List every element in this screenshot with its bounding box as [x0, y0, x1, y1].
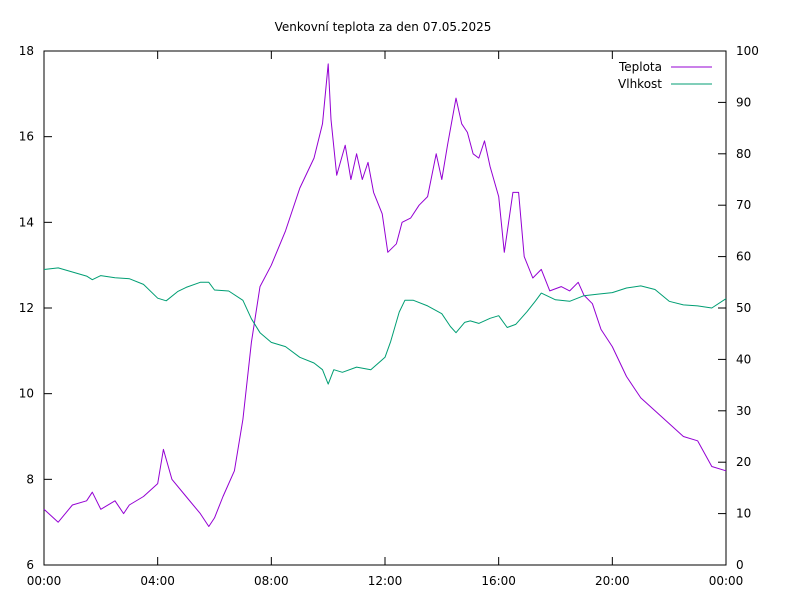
right-tick-label: 30	[736, 404, 751, 418]
right-y-axis: 0 10 20 30 40 50 60 70 80 90 100	[718, 44, 759, 572]
series-line-vlhkost	[43, 267, 727, 385]
plot-frame	[43, 50, 727, 566]
x-tick-label: 00:00	[27, 574, 62, 588]
x-tick-label: 20:00	[595, 574, 630, 588]
right-tick-label: 60	[736, 250, 751, 264]
chart-title: Venkovní teplota za den 07.05.2025	[275, 20, 492, 34]
right-tick-label: 90	[736, 95, 751, 109]
right-tick-label: 70	[736, 198, 751, 212]
left-tick-label: 18	[19, 44, 34, 58]
x-axis: 00:00 04:00 08:00 12:00 16:00 20:00 00:00	[27, 51, 744, 588]
left-tick-label: 10	[19, 387, 34, 401]
right-tick-label: 20	[736, 455, 751, 469]
left-y-axis: 6 8 10 12 14 16 18	[19, 44, 52, 572]
legend-label-vlhkost: Vlhkost	[618, 77, 662, 91]
legend-label-teplota: Teplota	[618, 60, 662, 74]
left-tick-label: 12	[19, 301, 34, 315]
series-layer	[43, 63, 727, 527]
right-tick-label: 40	[736, 352, 751, 366]
right-tick-label: 80	[736, 147, 751, 161]
x-tick-label: 08:00	[254, 574, 289, 588]
right-tick-label: 50	[736, 301, 751, 315]
right-tick-label: 0	[736, 558, 744, 572]
left-tick-label: 16	[19, 130, 34, 144]
right-tick-label: 10	[736, 507, 751, 521]
x-tick-label: 04:00	[140, 574, 175, 588]
legend: Teplota Vlhkost	[618, 60, 712, 91]
right-tick-label: 100	[736, 44, 759, 58]
left-tick-label: 6	[26, 558, 34, 572]
x-tick-label: 16:00	[481, 574, 516, 588]
series-line-teplota	[43, 63, 727, 527]
x-tick-label: 12:00	[368, 574, 403, 588]
left-tick-label: 8	[26, 472, 34, 486]
left-tick-label: 14	[19, 215, 34, 229]
x-tick-label: 00:00	[709, 574, 744, 588]
